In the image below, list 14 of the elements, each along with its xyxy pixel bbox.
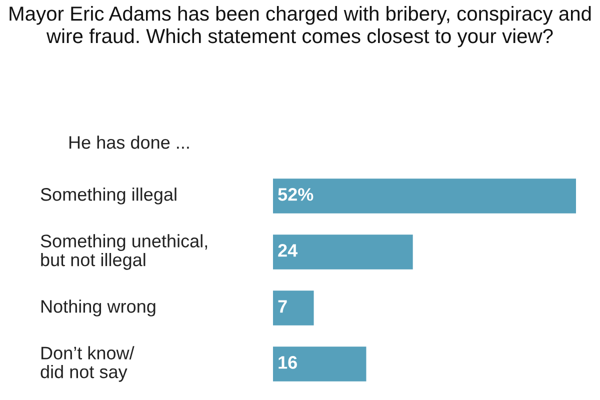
bar [273, 178, 576, 214]
y-tick-label: Something unethical, but not illegal [40, 234, 208, 270]
chart-subtitle: He has done ... [69, 136, 189, 149]
bar [273, 346, 366, 382]
bar [273, 234, 413, 270]
data-label: 52% [278, 188, 314, 201]
y-tick-label: Nothing wrong [41, 300, 156, 316]
bar [273, 290, 314, 326]
y-tick-label: Something illegal [40, 188, 176, 204]
data-label: 24 [278, 244, 298, 257]
data-label: 7 [278, 300, 287, 313]
data-label: 16 [278, 356, 297, 369]
y-tick-label: Don’t know/ did not say [40, 346, 134, 382]
chart-title: Mayor Eric Adams has been charged with bribery, conspiracy and wire fraud. Which statement comes closest to your view? [10, 6, 591, 48]
